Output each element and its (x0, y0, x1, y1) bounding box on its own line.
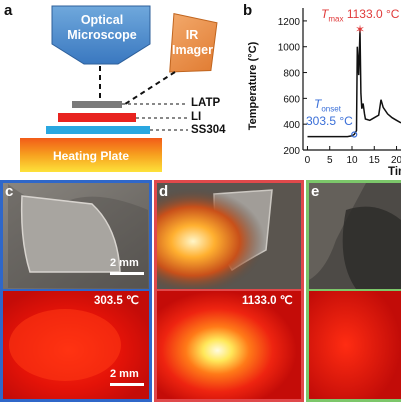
x-tick-label: 5 (327, 155, 333, 166)
layer-label-li: LI (191, 111, 202, 123)
tonset-value: 303.5 °C (306, 114, 353, 128)
ir-imager-icon (169, 12, 218, 73)
x-tick-label: 10 (346, 155, 358, 166)
ss304-layer (46, 126, 150, 134)
tmax-subscript: max (328, 14, 344, 24)
layer-label-latp: LATP (191, 97, 221, 109)
tmax-symbol: T (321, 7, 329, 21)
panel-e-letter: e (311, 183, 320, 200)
y-tick-label: 800 (283, 69, 300, 80)
y-axis-label: Temperature (°C) (247, 41, 259, 131)
setup-schematic (20, 5, 218, 172)
ir-image-e (309, 291, 401, 399)
panel-e: e (306, 180, 401, 402)
ir-image-d (157, 291, 301, 399)
li-layer (58, 113, 136, 122)
tmax-annotation: Tmax 1133.0 °C (321, 7, 399, 23)
y-tick-label: 200 (283, 146, 300, 157)
panel-c-letter: c (5, 183, 14, 200)
tonset-symbol: T (314, 97, 322, 111)
heating-plate (20, 138, 162, 172)
tonset-marker (351, 131, 358, 138)
panel-d-letter: d (159, 183, 169, 200)
panel-b-letter: b (243, 2, 253, 19)
panel-c: c 2 mm 303.5 ℃ 2 mm (0, 180, 152, 402)
y-tick-label: 400 (283, 120, 300, 131)
microscope-icon (51, 5, 151, 65)
panel-d-images (154, 180, 304, 402)
heating-plate-label: Heating Plate (52, 149, 130, 163)
x-tick-label: 20 (391, 155, 401, 166)
tmax-marker: ✶ (355, 23, 365, 37)
microscope-label: Optical Microscope (67, 13, 137, 42)
temperature-chart: 1200 1000 800 600 400 200 0 5 10 15 20 ✶ (278, 8, 401, 166)
panel-d: d 1133.0 ℃ (154, 180, 304, 402)
panel-e-images (306, 180, 401, 402)
y-tick-label: 600 (283, 94, 300, 105)
scalebar-c-bottom (110, 383, 144, 386)
scalebar-c-bottom-label: 2 mm (110, 368, 139, 380)
tonset-subscript: onset (321, 104, 341, 114)
latp-layer (72, 101, 122, 108)
x-tick-label: 0 (305, 155, 311, 166)
tonset-annotation: Tonset (314, 97, 341, 113)
scalebar-c-top (110, 272, 144, 275)
panel-a-letter: a (4, 2, 13, 19)
x-tick-label: 15 (369, 155, 381, 166)
y-tick-label: 1000 (278, 43, 301, 54)
tmax-value: 1133.0 °C (346, 7, 400, 21)
scalebar-c-top-label: 2 mm (110, 257, 139, 269)
imager-label: IR Imager (172, 28, 213, 57)
y-tick-label: 1200 (278, 17, 301, 28)
temperature-label-d: 1133.0 ℃ (242, 295, 293, 307)
x-axis-label: Tim (388, 166, 401, 178)
temperature-label-c: 303.5 ℃ (94, 295, 139, 307)
panel-c-images (0, 180, 152, 402)
layer-label-ss304: SS304 (191, 124, 226, 136)
